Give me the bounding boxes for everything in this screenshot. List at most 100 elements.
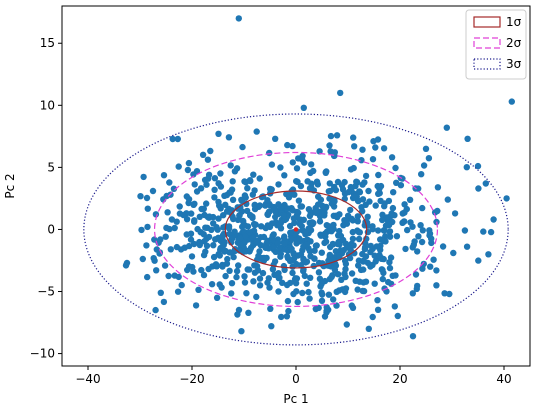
data-point — [425, 155, 433, 162]
data-point — [239, 143, 246, 151]
outlier-point — [350, 134, 357, 141]
data-point — [211, 186, 218, 193]
data-point — [275, 270, 282, 277]
data-point — [268, 323, 275, 330]
data-point — [242, 233, 249, 241]
data-point — [190, 171, 197, 178]
outlier-point — [474, 162, 482, 170]
data-point — [163, 224, 170, 232]
data-point — [246, 177, 254, 184]
data-point — [322, 238, 330, 245]
data-point — [318, 280, 325, 288]
y-tick-label: 10 — [40, 98, 55, 112]
data-point — [351, 143, 358, 150]
data-point — [386, 233, 394, 240]
data-point — [386, 259, 393, 266]
outlier-point — [409, 333, 417, 340]
data-point — [222, 272, 229, 280]
data-point — [419, 265, 426, 272]
data-point — [257, 242, 264, 249]
data-point — [327, 187, 334, 195]
data-point — [316, 218, 324, 225]
data-point — [234, 311, 241, 318]
data-point — [175, 163, 182, 170]
data-point — [385, 278, 392, 286]
data-point — [347, 206, 354, 214]
data-point — [356, 229, 363, 236]
data-point — [310, 167, 317, 175]
data-point — [392, 272, 399, 279]
data-point — [231, 228, 238, 235]
data-point — [210, 253, 218, 261]
data-point — [420, 162, 428, 169]
data-point — [294, 178, 301, 185]
data-point — [328, 273, 335, 281]
data-point — [369, 156, 377, 163]
data-point — [277, 164, 284, 171]
data-point — [271, 258, 279, 265]
data-point — [137, 193, 144, 200]
data-point — [210, 220, 217, 227]
data-point — [183, 216, 191, 223]
data-point — [191, 217, 198, 224]
data-point — [205, 265, 212, 273]
data-point — [331, 198, 338, 205]
data-point — [360, 287, 368, 295]
data-point — [201, 176, 209, 184]
data-point — [278, 313, 285, 321]
data-point — [378, 266, 385, 273]
data-point — [326, 180, 333, 187]
legend-label: 1σ — [506, 15, 522, 29]
data-point — [323, 228, 331, 236]
data-point — [169, 135, 176, 143]
data-point — [241, 273, 248, 280]
data-point — [426, 227, 433, 234]
data-point — [266, 208, 273, 215]
data-point — [166, 179, 173, 186]
data-point — [216, 281, 223, 288]
data-point — [401, 218, 408, 225]
data-point — [245, 309, 252, 316]
data-point — [217, 183, 225, 190]
data-point — [275, 274, 282, 282]
data-point — [463, 164, 470, 171]
data-point — [326, 195, 333, 202]
data-point — [359, 146, 366, 153]
data-point — [419, 204, 426, 212]
data-point — [174, 135, 181, 143]
data-point — [444, 196, 451, 203]
data-point — [369, 226, 376, 233]
data-point — [350, 242, 357, 249]
data-point — [168, 216, 176, 223]
data-point — [279, 279, 286, 286]
data-point — [303, 241, 310, 248]
data-point — [345, 188, 352, 196]
data-point — [366, 198, 373, 205]
y-tick-label: 0 — [47, 222, 55, 236]
data-point — [227, 189, 234, 196]
data-point — [176, 203, 183, 210]
data-point — [222, 247, 229, 255]
data-point — [241, 192, 249, 199]
data-point — [362, 253, 370, 260]
data-point — [256, 248, 263, 255]
data-point — [215, 215, 222, 222]
data-point — [365, 187, 372, 195]
data-point — [475, 257, 482, 264]
data-point — [233, 267, 241, 275]
data-point — [412, 271, 420, 278]
data-point — [175, 273, 182, 281]
data-point — [250, 278, 257, 285]
data-point — [290, 290, 297, 298]
data-point — [364, 213, 371, 220]
data-point — [207, 147, 214, 155]
data-point — [317, 196, 325, 203]
data-point — [341, 288, 349, 296]
data-point — [152, 211, 160, 218]
data-point — [434, 207, 441, 215]
data-point — [198, 266, 205, 274]
legend-swatch — [473, 58, 501, 70]
data-point — [285, 307, 292, 315]
data-point — [217, 170, 224, 177]
